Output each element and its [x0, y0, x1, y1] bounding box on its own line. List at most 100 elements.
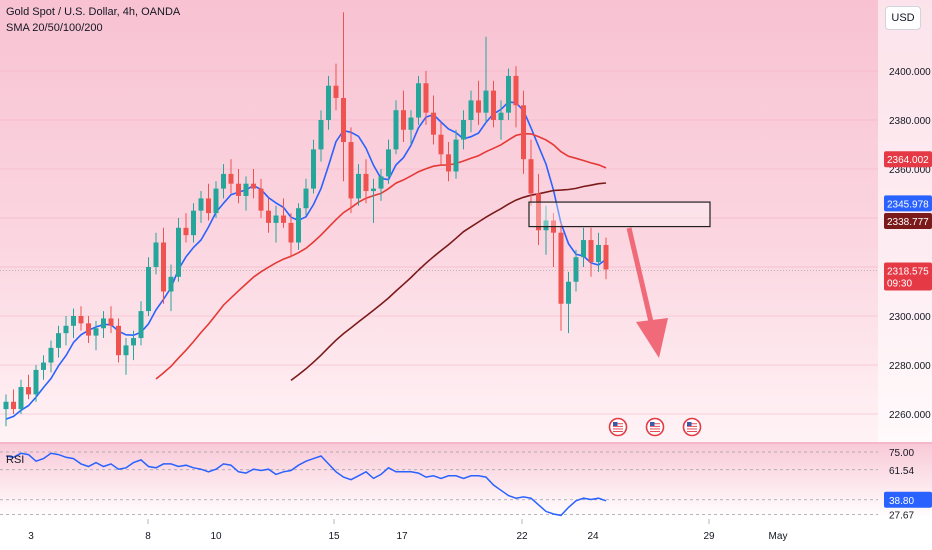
price-tick-label: 2380.000	[889, 116, 931, 127]
candle-body	[123, 345, 129, 356]
currency-button[interactable]: USD	[885, 6, 921, 30]
candle-body	[266, 210, 271, 223]
candle-body	[476, 100, 481, 113]
us-flag-event-icon[interactable]	[645, 417, 665, 437]
candle-body	[26, 387, 31, 395]
candle-body	[251, 183, 256, 189]
candle-body	[446, 154, 451, 172]
candle-body	[311, 149, 316, 189]
candle-body	[588, 240, 594, 263]
time-axis[interactable]: 3 8 10 15 17 22 24 29 May	[28, 519, 787, 542]
price-tag-sma_dark	[884, 212, 932, 229]
price-tick-label: 2300.000	[889, 312, 931, 323]
candle-body	[603, 244, 609, 270]
candle-body	[146, 267, 151, 312]
candle-body	[273, 215, 279, 223]
candle-body	[48, 347, 54, 363]
economic-events	[608, 417, 702, 437]
price-tick-label: 2360.000	[889, 165, 931, 176]
candle-body	[528, 159, 534, 194]
candle-body	[11, 401, 16, 410]
flag-canton	[687, 422, 692, 426]
price-tag-label: 2338.777	[887, 217, 929, 228]
candle-body	[318, 120, 324, 150]
rsi-level-label: 75.00	[889, 448, 914, 459]
flag-stripe	[650, 431, 660, 432]
candle-body	[176, 227, 181, 277]
time-tick-label: 15	[328, 531, 340, 542]
candle-body	[543, 220, 549, 231]
flag-stripe	[687, 423, 697, 425]
candle-body	[153, 242, 159, 267]
candle-body	[41, 362, 46, 370]
candle-body	[536, 193, 541, 231]
price-tag-sma_red	[884, 151, 932, 168]
candle-body	[228, 173, 234, 184]
candle-body	[101, 318, 106, 329]
flag-canton	[650, 422, 655, 426]
rsi-current-tag	[884, 491, 932, 508]
candle-body	[498, 112, 504, 120]
us-flag-event-icon[interactable]	[608, 417, 628, 437]
candle-body	[356, 173, 361, 199]
candle-body	[521, 105, 526, 160]
candle-body	[333, 85, 339, 98]
candle-body	[378, 176, 384, 189]
candle-body	[326, 85, 331, 120]
down-arrow-head	[636, 318, 668, 358]
candle-body	[131, 338, 136, 346]
candle-body	[183, 227, 189, 236]
candle-body	[3, 401, 9, 410]
candle-body	[566, 281, 571, 304]
symbol-title[interactable]: Gold Spot / U.S. Dollar, 4h, OANDA	[6, 6, 181, 18]
flag-stripe	[650, 425, 660, 427]
flag-stripe	[613, 423, 623, 425]
price-tick-label: 2400.000	[889, 67, 931, 78]
candle-body	[78, 316, 84, 324]
candle-body	[558, 232, 564, 304]
candle-body	[206, 198, 211, 214]
price-tick-label: 2280.000	[889, 361, 931, 372]
price-tag-label: 2364.002	[887, 155, 929, 166]
sma-100-line	[290, 182, 607, 382]
candle-body	[513, 75, 519, 106]
price-tag-last_price	[884, 262, 932, 291]
candle-body	[453, 139, 459, 172]
price-pane-background	[0, 0, 932, 442]
candle-body	[93, 328, 99, 336]
candle-body	[243, 183, 249, 196]
rsi-label[interactable]: RSI	[6, 454, 25, 466]
candle-body	[288, 222, 294, 243]
time-axis-background[interactable]	[0, 519, 932, 550]
countdown-label: 09:30	[887, 278, 912, 289]
candle-body	[281, 215, 286, 223]
time-tick-label: May	[769, 531, 788, 542]
candle-body	[416, 83, 421, 118]
resistance-zone	[528, 201, 711, 228]
candle-body	[18, 387, 24, 410]
us-flag-event-icon[interactable]	[682, 417, 702, 437]
candle-body	[423, 83, 429, 113]
flag-stripe	[613, 431, 623, 432]
candle-body	[348, 142, 354, 199]
candle-body	[138, 311, 144, 339]
candle-body	[438, 134, 444, 155]
down-arrow-shaft	[626, 227, 654, 323]
candle-body	[198, 198, 204, 211]
candle-body	[63, 325, 69, 334]
time-tick-label: 8	[145, 531, 151, 542]
indicator-legend[interactable]: SMA 20/50/100/200	[6, 22, 103, 34]
time-tick-label: 29	[703, 531, 715, 542]
flag-stripe	[687, 428, 697, 430]
price-tag-label: 2345.978	[887, 199, 929, 210]
candle-body	[581, 240, 586, 258]
time-tick-label: 24	[587, 531, 599, 542]
flag-stripe	[687, 425, 697, 427]
candle-body	[71, 316, 76, 326]
candle-body	[168, 276, 174, 292]
rsi-line	[5, 452, 607, 517]
candle-body	[258, 188, 264, 211]
